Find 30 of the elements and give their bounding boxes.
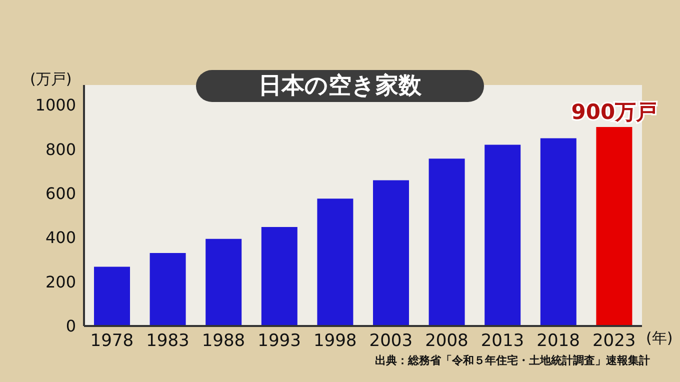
x-tick-label: 1988	[202, 331, 246, 352]
x-tick-label: 1993	[258, 331, 301, 352]
x-tick-label: 1983	[146, 331, 190, 352]
annotation: 900万戸	[571, 100, 658, 124]
x-tick-label: 1978	[90, 331, 134, 352]
bar	[373, 180, 409, 326]
y-tick-label: 1000	[35, 96, 76, 115]
x-tick-label: 2023	[592, 331, 636, 352]
bar	[484, 144, 521, 326]
bar	[94, 266, 130, 326]
bar	[596, 127, 632, 326]
source-note: 出典：総務省「令和５年住宅・土地統計調査」速報集計	[375, 353, 650, 368]
x-axis-title: (年)	[646, 329, 673, 348]
x-tick-label: 2013	[480, 331, 524, 352]
x-tick-label: 2008	[425, 331, 468, 352]
y-axis-title: (万戸)	[30, 70, 72, 89]
bar	[428, 158, 465, 326]
bar	[317, 198, 354, 326]
y-tick-label: 400	[45, 228, 76, 248]
bar	[540, 138, 576, 326]
x-tick-label: 2003	[369, 331, 413, 352]
bar	[261, 226, 298, 326]
y-tick-label: 200	[45, 272, 76, 292]
y-tick-label: 800	[45, 140, 76, 159]
bar	[206, 238, 242, 326]
x-tick-label: 2018	[536, 331, 580, 352]
bar	[150, 253, 186, 326]
x-tick-label: 1998	[313, 331, 357, 352]
y-tick-label: 0	[66, 316, 76, 336]
y-tick-label: 600	[45, 184, 76, 204]
